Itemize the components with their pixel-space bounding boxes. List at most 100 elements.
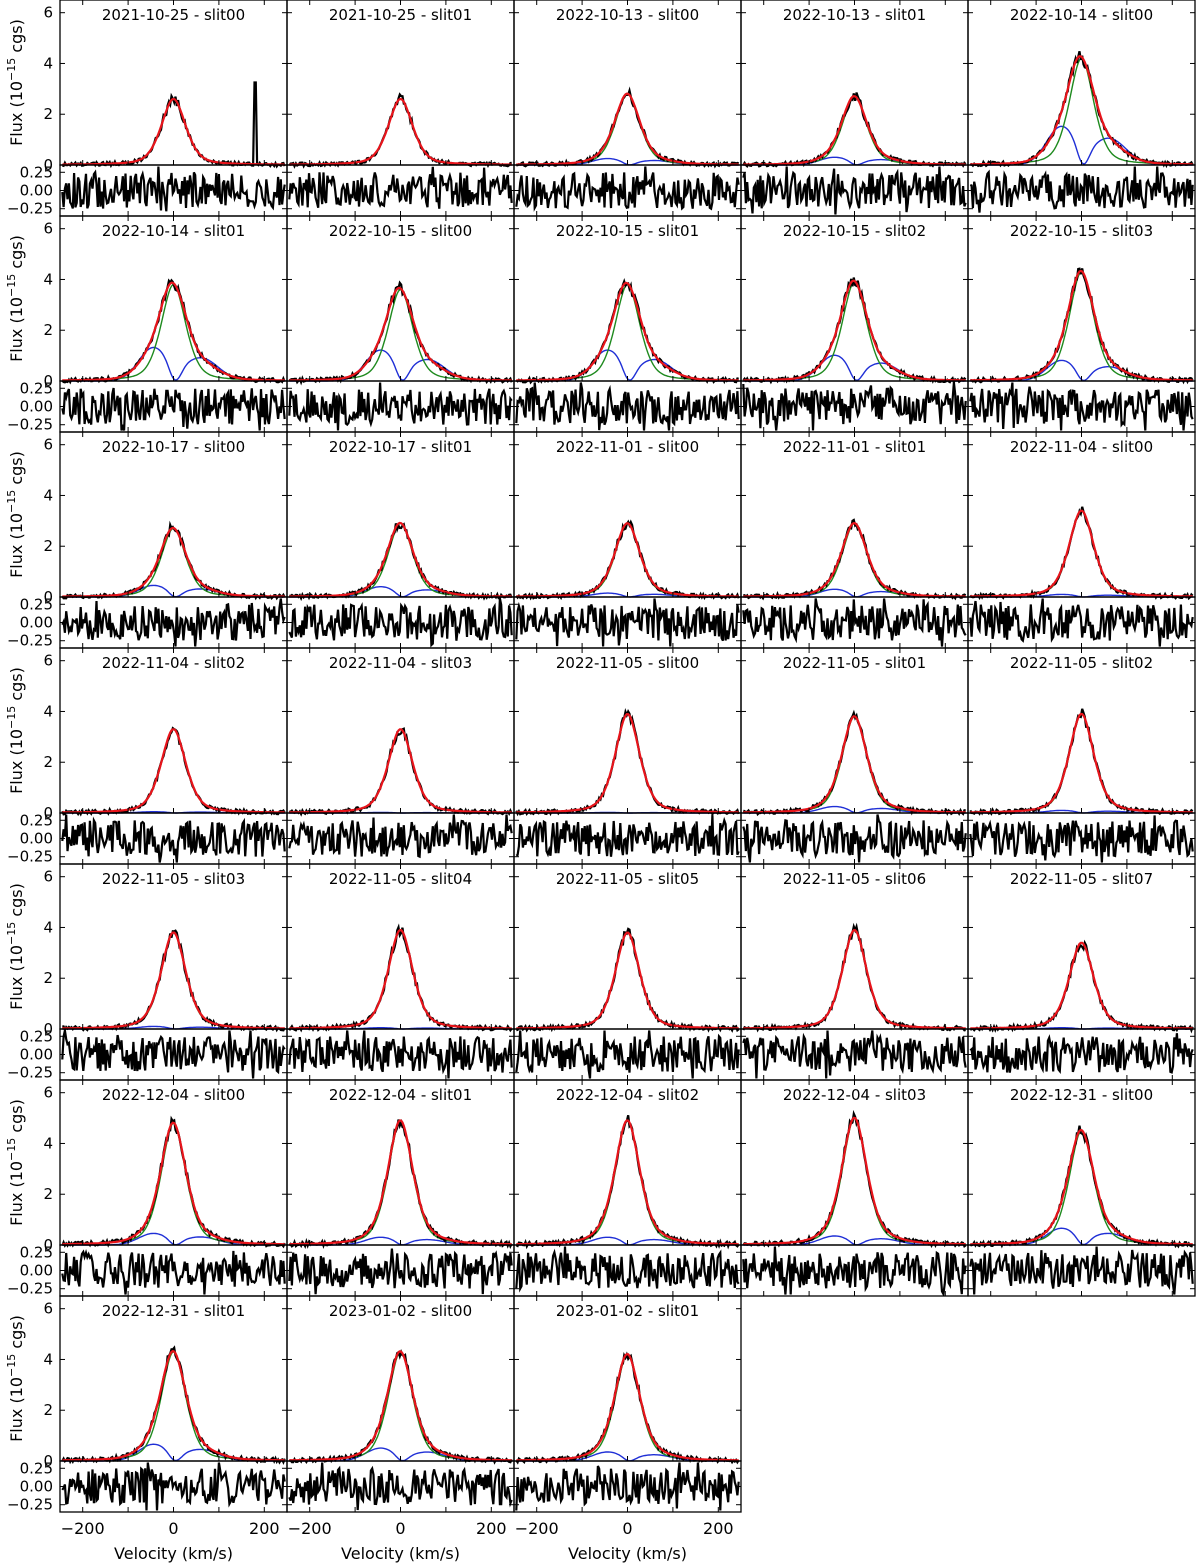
panel-5-broad-component-line — [62, 346, 285, 382]
residual-tick-label: 0.25 — [20, 1027, 53, 1045]
panel-17-data-line — [515, 708, 740, 817]
panel-26: 2022-12-04 - slit01 — [286, 1079, 515, 1297]
panel-6-plot-area — [288, 280, 513, 431]
panel-0-data-line — [62, 81, 286, 169]
panel-17-narrow-component-line — [516, 713, 739, 813]
panel-9-flux-frame — [967, 215, 1196, 382]
panel-12: 2022-11-01 - slit00 — [513, 431, 742, 649]
residual-tick-label: 0.25 — [20, 1243, 53, 1261]
panel-28-narrow-component-line — [743, 1117, 966, 1245]
panel-5-total-fit-line — [62, 281, 285, 382]
panel-0-title: 2021-10-25 - slit00 — [102, 6, 245, 24]
flux-tick-label: 0 — [43, 1236, 53, 1254]
flux-tick-label: 4 — [43, 1350, 53, 1368]
panel-22: 2022-11-05 - slit05 — [513, 863, 742, 1081]
panel-7-plot-area — [515, 277, 740, 431]
panel-15-residual-line — [61, 814, 286, 863]
panel-2-total-fit-line — [516, 92, 739, 166]
panel-22-residual-line — [515, 1030, 740, 1079]
panel-3-total-fit-line — [743, 94, 966, 166]
panel-31: 2023-01-02 - slit00 — [286, 1295, 515, 1513]
panel-0-residual-line — [61, 166, 286, 212]
panel-3-residual-line — [742, 166, 967, 215]
panel-14-residual-line — [969, 598, 1194, 647]
panel-16-data-line — [288, 727, 513, 817]
panel-20: 2022-11-05 - slit03 — [59, 863, 288, 1081]
panel-18-plot-area — [742, 709, 967, 863]
panel-11: 2022-10-17 - slit01 — [286, 431, 515, 649]
x-tick-label: 0 — [622, 1519, 632, 1538]
panel-4: 2022-10-14 - slit00 — [967, 0, 1196, 217]
panel-25-total-fit-line — [62, 1121, 285, 1246]
flux-tick-label: 4 — [43, 54, 53, 72]
panel-23-residual-line — [742, 1030, 967, 1079]
panel-4-broad-component-line — [970, 125, 1193, 166]
panel-8-flux-frame — [740, 215, 969, 382]
panel-31-title: 2023-01-02 - slit00 — [329, 1302, 472, 1320]
panel-0-plot-area — [61, 81, 286, 212]
panel-25-plot-area — [61, 1115, 286, 1295]
panel-8-residual-line — [742, 382, 967, 431]
panel-32: 2023-01-02 - slit01 — [513, 1295, 742, 1513]
flux-tick-label: 0 — [43, 372, 53, 390]
panel-31-residual-line — [288, 1462, 513, 1511]
panel-28-flux-frame — [740, 1079, 969, 1246]
residual-tick-label: 0.25 — [20, 1459, 53, 1477]
flux-tick-label: 2 — [43, 753, 53, 771]
panel-6-narrow-component-line — [289, 289, 512, 382]
panel-32-flux-frame — [513, 1295, 742, 1462]
panel-13: 2022-11-01 - slit01 — [740, 431, 969, 649]
flux-tick-label: 4 — [43, 702, 53, 720]
panel-8-total-fit-line — [743, 279, 966, 382]
residual-tick-label: 0.25 — [20, 163, 53, 181]
residual-tick-label: 0.00 — [20, 830, 53, 848]
panel-13-narrow-component-line — [743, 522, 966, 598]
panel-24: 2022-11-05 - slit07 — [967, 863, 1196, 1081]
residual-tick-label: 0.25 — [20, 811, 53, 829]
panel-11-data-line — [289, 522, 513, 602]
panel-29-data-line — [970, 1125, 1193, 1249]
panel-2-residual-line — [515, 166, 740, 212]
panel-6-flux-frame — [286, 215, 515, 382]
panel-3-data-line — [742, 92, 967, 169]
panel-27-total-fit-line — [516, 1119, 739, 1246]
panel-4-plot-area — [969, 51, 1194, 213]
flux-tick-label: 2 — [43, 1185, 53, 1203]
panel-1-data-line — [288, 92, 512, 169]
panel-12-residual-line — [515, 598, 740, 647]
panel-13-data-line — [742, 518, 967, 601]
panel-13-residual-line — [742, 598, 967, 647]
residual-tick-label: 0.00 — [20, 1478, 53, 1496]
panel-13-plot-area — [742, 518, 967, 647]
panel-23: 2022-11-05 - slit06 — [740, 863, 969, 1081]
panel-15-flux-frame — [59, 647, 288, 814]
panel-31-data-line — [289, 1349, 513, 1465]
panel-24-total-fit-line — [970, 941, 1193, 1030]
panel-22-plot-area — [515, 927, 740, 1079]
panel-4-total-fit-line — [970, 55, 1193, 166]
panel-7-residual-line — [515, 382, 740, 431]
panel-13-flux-frame — [740, 431, 969, 598]
panel-27-flux-frame — [513, 1079, 742, 1246]
panel-29-residual-line — [969, 1246, 1194, 1295]
flux-tick-label: 2 — [43, 969, 53, 987]
panel-10-plot-area — [61, 520, 286, 647]
flux-tick-label: 6 — [43, 4, 53, 22]
panel-29-total-fit-line — [970, 1128, 1193, 1246]
panel-3-narrow-component-line — [743, 95, 966, 166]
flux-tick-label: 0 — [43, 1452, 53, 1470]
panel-5: 2022-10-14 - slit01 — [59, 215, 288, 433]
panel-29: 2022-12-31 - slit00 — [967, 1079, 1196, 1297]
panel-12-data-line — [515, 519, 740, 601]
panel-20-plot-area — [61, 929, 286, 1079]
panel-7: 2022-10-15 - slit01 — [513, 215, 742, 433]
panel-23-title: 2022-11-05 - slit06 — [783, 870, 926, 888]
x-axis-label: Velocity (km/s) — [114, 1544, 233, 1563]
panel-10-data-line — [61, 520, 286, 601]
panel-11-total-fit-line — [289, 521, 512, 598]
panel-18: 2022-11-05 - slit01 — [740, 647, 969, 865]
panel-18-title: 2022-11-05 - slit01 — [783, 654, 926, 672]
panel-26-narrow-component-line — [289, 1120, 512, 1245]
panel-26-flux-frame — [286, 1079, 515, 1246]
residual-tick-label: 0.00 — [20, 1046, 53, 1064]
